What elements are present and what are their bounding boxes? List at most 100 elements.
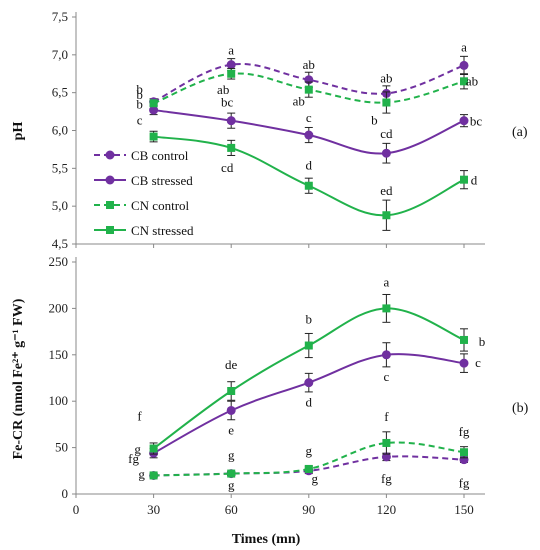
panel-b-significance-label: g <box>134 441 141 456</box>
legend-swatch-marker <box>105 175 115 185</box>
legend-entry-label: CN control <box>131 198 190 213</box>
panel-a-series-line-1 <box>153 62 465 103</box>
panel-b-y-tick-label: 200 <box>49 300 69 315</box>
legend-swatch-marker <box>105 150 115 160</box>
panel-b-data-point <box>227 469 236 478</box>
panel-b-data-point <box>149 444 158 453</box>
panel-b-significance-label: c <box>475 355 481 370</box>
panel-a-significance-label: ab <box>217 82 229 97</box>
panel-b-y-tick-label: 150 <box>49 347 69 362</box>
panel-b-significance-label: g <box>306 443 313 458</box>
legend-swatch-marker <box>106 201 114 209</box>
panel-b-data-point <box>226 405 236 415</box>
panel-b-x-tick-label: 90 <box>302 502 315 517</box>
panel-b-significance-label: de <box>225 357 238 372</box>
panel-a-y-tick-label: 7,5 <box>52 9 68 24</box>
panel-a-data-point <box>149 99 158 108</box>
panel-a-data-point <box>382 98 391 107</box>
panel-a-significance-label: a <box>228 43 234 58</box>
panel-a-significance-label: ab <box>380 70 392 85</box>
panel-a-y-tick-label: 6,5 <box>52 85 68 100</box>
panel-b-data-point <box>381 350 391 360</box>
panel-b-x-tick-label: 30 <box>147 502 160 517</box>
panel-b-significance-label: fg <box>459 424 470 439</box>
panel-a-y-tick-label: 7,0 <box>52 47 68 62</box>
panel-a-data-point <box>227 143 236 152</box>
panel-b-significance-label: g <box>312 471 319 486</box>
panel-b-y-tick-label: 100 <box>49 393 69 408</box>
panel-a-significance-label: b <box>371 113 378 128</box>
panel-a-data-point <box>459 116 469 126</box>
panel-b-significance-label: d <box>306 395 313 410</box>
panel-a-significance-label: ab <box>293 94 305 109</box>
panel-a-significance-label: cd <box>380 126 393 141</box>
panel-a-significance-label: ed <box>380 183 393 198</box>
panel-a-data-point <box>304 181 313 190</box>
panel-a-ph-chart: 4,55,05,56,06,57,07,5baabababbcccdbcbaba… <box>52 9 485 251</box>
panel-b-data-point <box>304 341 313 350</box>
panel-b-significance-label: c <box>384 369 390 384</box>
panel-b-y-tick-label: 250 <box>49 254 69 269</box>
panel-a-data-point <box>227 69 236 78</box>
panel-b-significance-label: e <box>228 422 234 437</box>
panel-a-significance-label: b <box>136 82 143 97</box>
panel-b-data-point <box>304 464 313 473</box>
panel-b-data-point <box>381 452 391 462</box>
panel-b-significance-label: fg <box>459 476 470 491</box>
panel-b-x-tick-label: 120 <box>377 502 397 517</box>
panel-a-y-tick-label: 5,0 <box>52 198 68 213</box>
panel-a-data-point <box>149 105 159 115</box>
panel-a-y-axis-title: pH <box>11 122 26 141</box>
panel-b-data-point <box>382 304 391 313</box>
panel-a-data-point <box>459 60 469 70</box>
panel-b-data-point <box>460 335 468 344</box>
panel-b-x-tick-label: 150 <box>454 502 474 517</box>
legend: CB control CB stressed CN control CN stress… <box>94 148 194 238</box>
panel-a-data-point <box>382 211 391 220</box>
panel-b-significance-label: fg <box>381 471 392 486</box>
panel-b-significance-label: fg <box>128 451 139 466</box>
panel-a-y-tick-label: 5,5 <box>52 160 68 175</box>
panel-b-data-point <box>227 386 236 395</box>
panel-b-y-tick-label: 50 <box>55 440 68 455</box>
panel-a-data-point <box>304 85 313 94</box>
panel-a-significance-label: ab <box>303 57 315 72</box>
panel-a-y-tick-label: 6,0 <box>52 123 68 138</box>
panel-b-significance-label: b <box>479 334 486 349</box>
panel-a-data-point <box>149 132 158 141</box>
panel-a-significance-label: c <box>306 110 312 125</box>
panel-b-significance-label: f <box>384 409 389 424</box>
panel-a-series-line-4 <box>153 135 465 217</box>
panel-b-significance-label: a <box>384 274 390 289</box>
panel-a-y-tick-label: 4,5 <box>52 236 68 251</box>
panel-a-data-point <box>381 148 391 158</box>
panel-b-data-point <box>382 438 391 447</box>
panel-a-significance-label: cd <box>221 160 234 175</box>
legend-swatch-marker <box>106 226 114 234</box>
panel-b-x-tick-label: 0 <box>73 502 80 517</box>
panel-b-significance-label: g <box>138 466 145 481</box>
panel-a-significance-label: bc <box>221 95 234 110</box>
panel-b-data-point <box>304 378 314 388</box>
panel-b-significance-label: b <box>306 312 313 327</box>
panel-b-y-axis-title: Fe-CR (nmol Fe²⁺ g⁻¹ FW) <box>11 298 26 459</box>
panel-a-significance-label: b <box>136 96 143 111</box>
legend-entry-label: CB stressed <box>131 173 193 188</box>
panel-b-y-tick-label: 0 <box>62 486 69 501</box>
panel-b-data-point <box>459 358 469 368</box>
panel-a-data-point <box>226 60 236 70</box>
panel-b-data-point <box>149 471 158 480</box>
panel-b-significance-label: f <box>137 409 142 424</box>
panel-b-data-point <box>460 448 468 457</box>
panel-a-significance-label: d <box>471 173 478 188</box>
panel-a-data-point <box>226 116 236 126</box>
x-axis-title: Times (mn) <box>232 532 301 547</box>
panel-a-label: (a) <box>512 125 528 140</box>
panel-b-label: (b) <box>512 401 529 416</box>
panel-b-significance-label: g <box>228 448 235 463</box>
panel-a-significance-label: b <box>136 87 143 102</box>
panel-b-x-tick-label: 60 <box>225 502 238 517</box>
panel-a-data-point <box>460 175 468 184</box>
